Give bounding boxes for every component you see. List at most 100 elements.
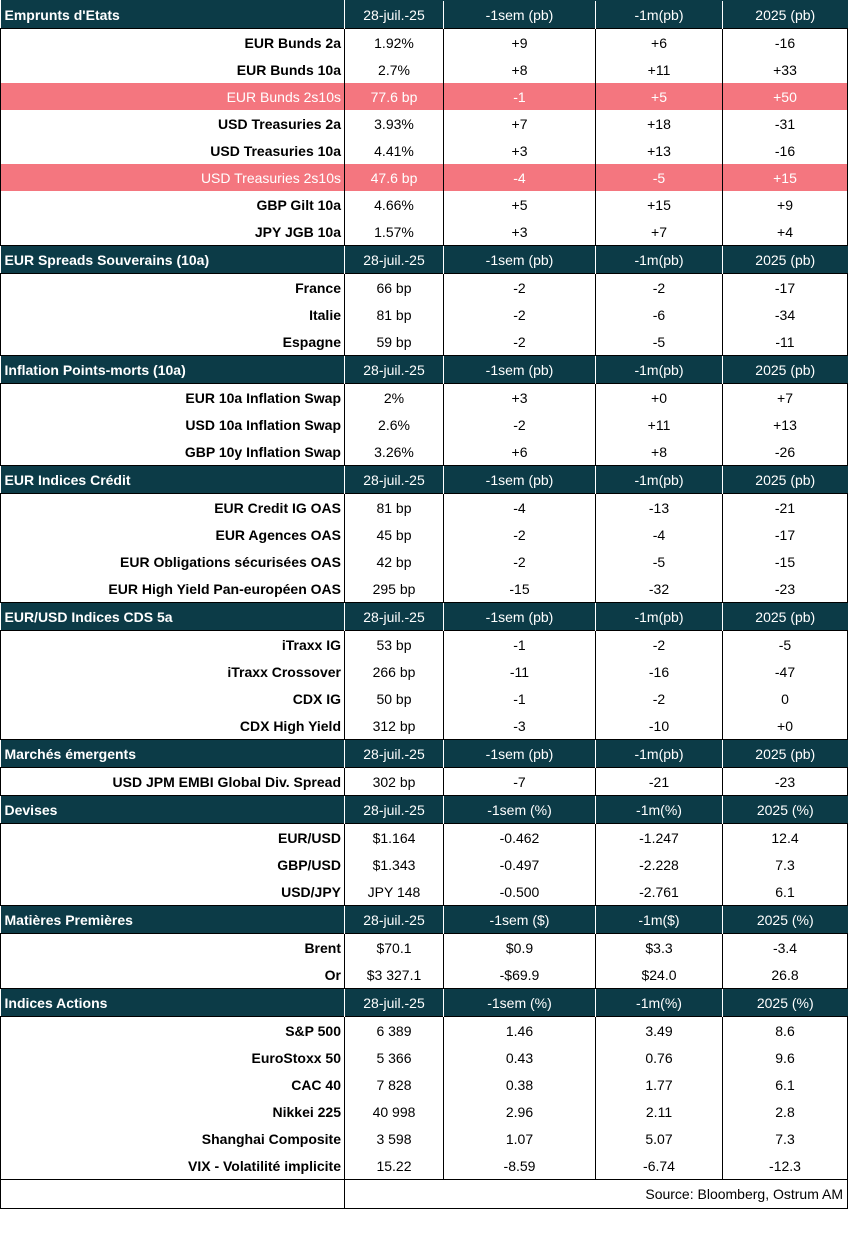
cell-value: 1.57% [344, 218, 444, 246]
cell-value: -2.228 [595, 851, 723, 878]
column-header: -1sem (%) [443, 988, 596, 1017]
cell-value: -5 [722, 630, 848, 658]
cell-value: $0.9 [443, 933, 596, 961]
cell-value: +0 [595, 383, 723, 411]
section-header: Matières Premières 28-juil.-25 -1sem ($) -1… [0, 905, 848, 934]
cell-value: 4.41% [344, 137, 444, 164]
cell-value: -5 [595, 328, 723, 356]
cell-value: 2.8 [722, 1098, 848, 1125]
cell-value: -47 [722, 658, 848, 685]
source-row: Source: Bloomberg, Ostrum AM [0, 1179, 848, 1209]
cell-value: -10 [595, 712, 723, 740]
cell-value: -15 [722, 548, 848, 575]
cell-value: -16 [722, 28, 848, 56]
section-title: EUR/USD Indices CDS 5a [0, 602, 345, 631]
column-header: -1m($) [595, 905, 723, 934]
cell-value: 3.26% [344, 438, 444, 466]
cell-value: 5.07 [595, 1125, 723, 1152]
cell-value: -16 [595, 658, 723, 685]
row-label: S&P 500 [0, 1016, 345, 1044]
cell-value: 59 bp [344, 328, 444, 356]
table-row: EUR Bunds 2s10s 77.6 bp -1 +5 +50 [0, 83, 848, 110]
column-header: 28-juil.-25 [344, 355, 444, 384]
row-label: USD/JPY [0, 878, 345, 906]
column-header: 2025 (pb) [722, 465, 848, 494]
column-header: -1m(pb) [595, 355, 723, 384]
cell-value: -21 [722, 493, 848, 521]
cell-value: 53 bp [344, 630, 444, 658]
row-label: USD JPM EMBI Global Div. Spread [0, 767, 345, 796]
cell-value: -2 [443, 301, 596, 328]
column-header: 28-juil.-25 [344, 0, 444, 29]
cell-value: +9 [443, 28, 596, 56]
cell-value: +8 [443, 56, 596, 83]
cell-value: +9 [722, 191, 848, 218]
cell-value: -26 [722, 438, 848, 466]
row-label: EUR Bunds 2a [0, 28, 345, 56]
table-row: EUR/USD $1.164 -0.462 -1.247 12.4 [0, 823, 848, 851]
column-header: -1sem (pb) [443, 355, 596, 384]
cell-value: 42 bp [344, 548, 444, 575]
row-label: iTraxx IG [0, 630, 345, 658]
cell-value: +3 [443, 137, 596, 164]
cell-value: 15.22 [344, 1152, 444, 1180]
column-header: -1sem (pb) [443, 739, 596, 768]
column-header: -1m(pb) [595, 245, 723, 274]
cell-value: +4 [722, 218, 848, 246]
column-header: -1m(pb) [595, 0, 723, 29]
cell-value: +8 [595, 438, 723, 466]
cell-value: $3 327.1 [344, 961, 444, 989]
section-title: EUR Indices Crédit [0, 465, 345, 494]
row-label: Nikkei 225 [0, 1098, 345, 1125]
table-row: JPY JGB 10a 1.57% +3 +7 +4 [0, 218, 848, 246]
cell-value: JPY 148 [344, 878, 444, 906]
row-label: USD Treasuries 2a [0, 110, 345, 137]
column-header: 2025 (pb) [722, 245, 848, 274]
cell-value: +50 [722, 83, 848, 110]
row-label: EUR Obligations sécurisées OAS [0, 548, 345, 575]
cell-value: 1.92% [344, 28, 444, 56]
row-label: GBP/USD [0, 851, 345, 878]
cell-value: 26.8 [722, 961, 848, 989]
cell-value: +33 [722, 56, 848, 83]
cell-value: +5 [595, 83, 723, 110]
cell-value: -7 [443, 767, 596, 796]
cell-value: $70.1 [344, 933, 444, 961]
table-row: S&P 500 6 389 1.46 3.49 8.6 [0, 1016, 848, 1044]
section-title: EUR Spreads Souverains (10a) [0, 245, 345, 274]
cell-value: +7 [595, 218, 723, 246]
column-header: -1m(%) [595, 795, 723, 824]
cell-value: 3.93% [344, 110, 444, 137]
cell-value: +6 [443, 438, 596, 466]
cell-value: -8.59 [443, 1152, 596, 1180]
section-header: EUR/USD Indices CDS 5a 28-juil.-25 -1sem (… [0, 602, 848, 631]
row-label: GBP 10y Inflation Swap [0, 438, 345, 466]
table-row: CAC 40 7 828 0.38 1.77 6.1 [0, 1071, 848, 1098]
market-data-table: Emprunts d'Etats 28-juil.-25 -1sem (pb) -1m… [0, 0, 848, 1209]
cell-value: +13 [722, 411, 848, 438]
section-header: Emprunts d'Etats 28-juil.-25 -1sem (pb) -1m… [0, 0, 848, 29]
column-header: 28-juil.-25 [344, 245, 444, 274]
table-row: Nikkei 225 40 998 2.96 2.11 2.8 [0, 1098, 848, 1125]
table-row: EUR Agences OAS 45 bp -2 -4 -17 [0, 521, 848, 548]
column-header: 2025 (%) [722, 795, 848, 824]
table-row: USD/JPY JPY 148 -0.500 -2.761 6.1 [0, 878, 848, 906]
cell-value: -1.247 [595, 823, 723, 851]
column-header: -1sem ($) [443, 905, 596, 934]
column-header: -1sem (%) [443, 795, 596, 824]
table-row: iTraxx Crossover 266 bp -11 -16 -47 [0, 658, 848, 685]
row-label: Brent [0, 933, 345, 961]
cell-value: +15 [595, 191, 723, 218]
cell-value: -3.4 [722, 933, 848, 961]
cell-value: 3 598 [344, 1125, 444, 1152]
row-label: CDX IG [0, 685, 345, 712]
source-note: Source: Bloomberg, Ostrum AM [344, 1179, 848, 1209]
cell-value: 2.96 [443, 1098, 596, 1125]
cell-value: 3.49 [595, 1016, 723, 1044]
table-row: France 66 bp -2 -2 -17 [0, 273, 848, 301]
section-header: EUR Spreads Souverains (10a) 28-juil.-25 -… [0, 245, 848, 274]
cell-value: 0.43 [443, 1044, 596, 1071]
cell-value: -11 [722, 328, 848, 356]
cell-value: +7 [443, 110, 596, 137]
cell-value: 302 bp [344, 767, 444, 796]
